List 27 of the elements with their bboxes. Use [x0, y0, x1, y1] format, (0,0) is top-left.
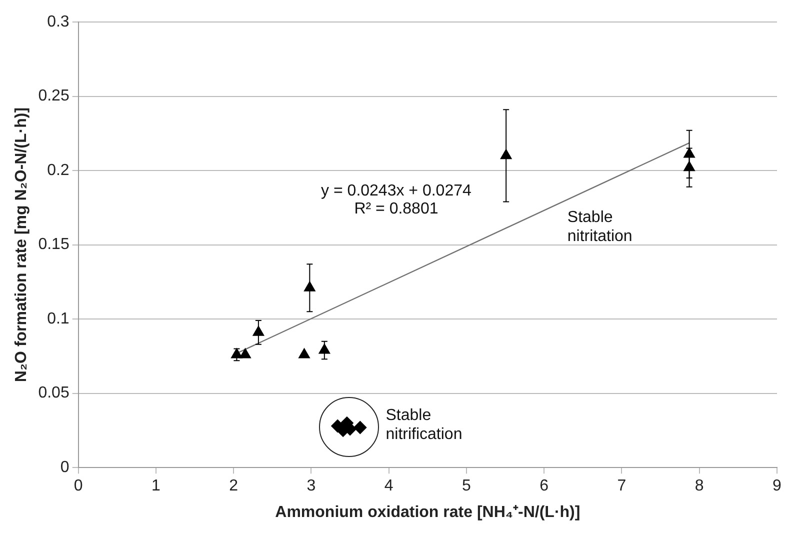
- annotation: R² = 0.8801: [354, 200, 438, 218]
- x-tick-label: 3: [306, 478, 316, 495]
- x-axis-title: Ammonium oxidation rate [NH₄⁺-N/(L·h)]: [275, 504, 580, 521]
- point: [354, 420, 367, 434]
- point: [240, 348, 251, 358]
- y-tick-label: 0.25: [38, 88, 70, 105]
- x-tick-label: 2: [229, 478, 238, 495]
- x-tick-label: 0: [74, 478, 83, 495]
- y-tick-label: 0: [60, 459, 70, 476]
- x-tick-label: 6: [540, 478, 549, 495]
- y-tick-label: 0.1: [47, 310, 70, 328]
- y-tick-label: 0.05: [38, 384, 70, 402]
- x-tick-label: 1: [152, 478, 161, 495]
- x-tick-label: 4: [384, 478, 394, 495]
- y-tick-label: 0.2: [47, 162, 70, 179]
- point: [298, 348, 310, 358]
- annotation: Stable nitrification: [386, 407, 462, 444]
- x-tick-label: 9: [772, 478, 782, 495]
- x-tick-label: 8: [694, 478, 704, 495]
- y-tick-label: 0.3: [47, 13, 70, 30]
- point: [318, 344, 330, 354]
- x-tick-label: 5: [462, 478, 472, 495]
- y-tick-label: 0.15: [38, 236, 70, 254]
- annotation: Stable nitritation: [567, 208, 632, 245]
- annotation: y = 0.0243x + 0.0274: [321, 182, 472, 200]
- x-tick-label: 7: [617, 478, 626, 495]
- y-axis-title: N₂O formation rate [mg N₂O-N/(L·h)]: [13, 107, 30, 382]
